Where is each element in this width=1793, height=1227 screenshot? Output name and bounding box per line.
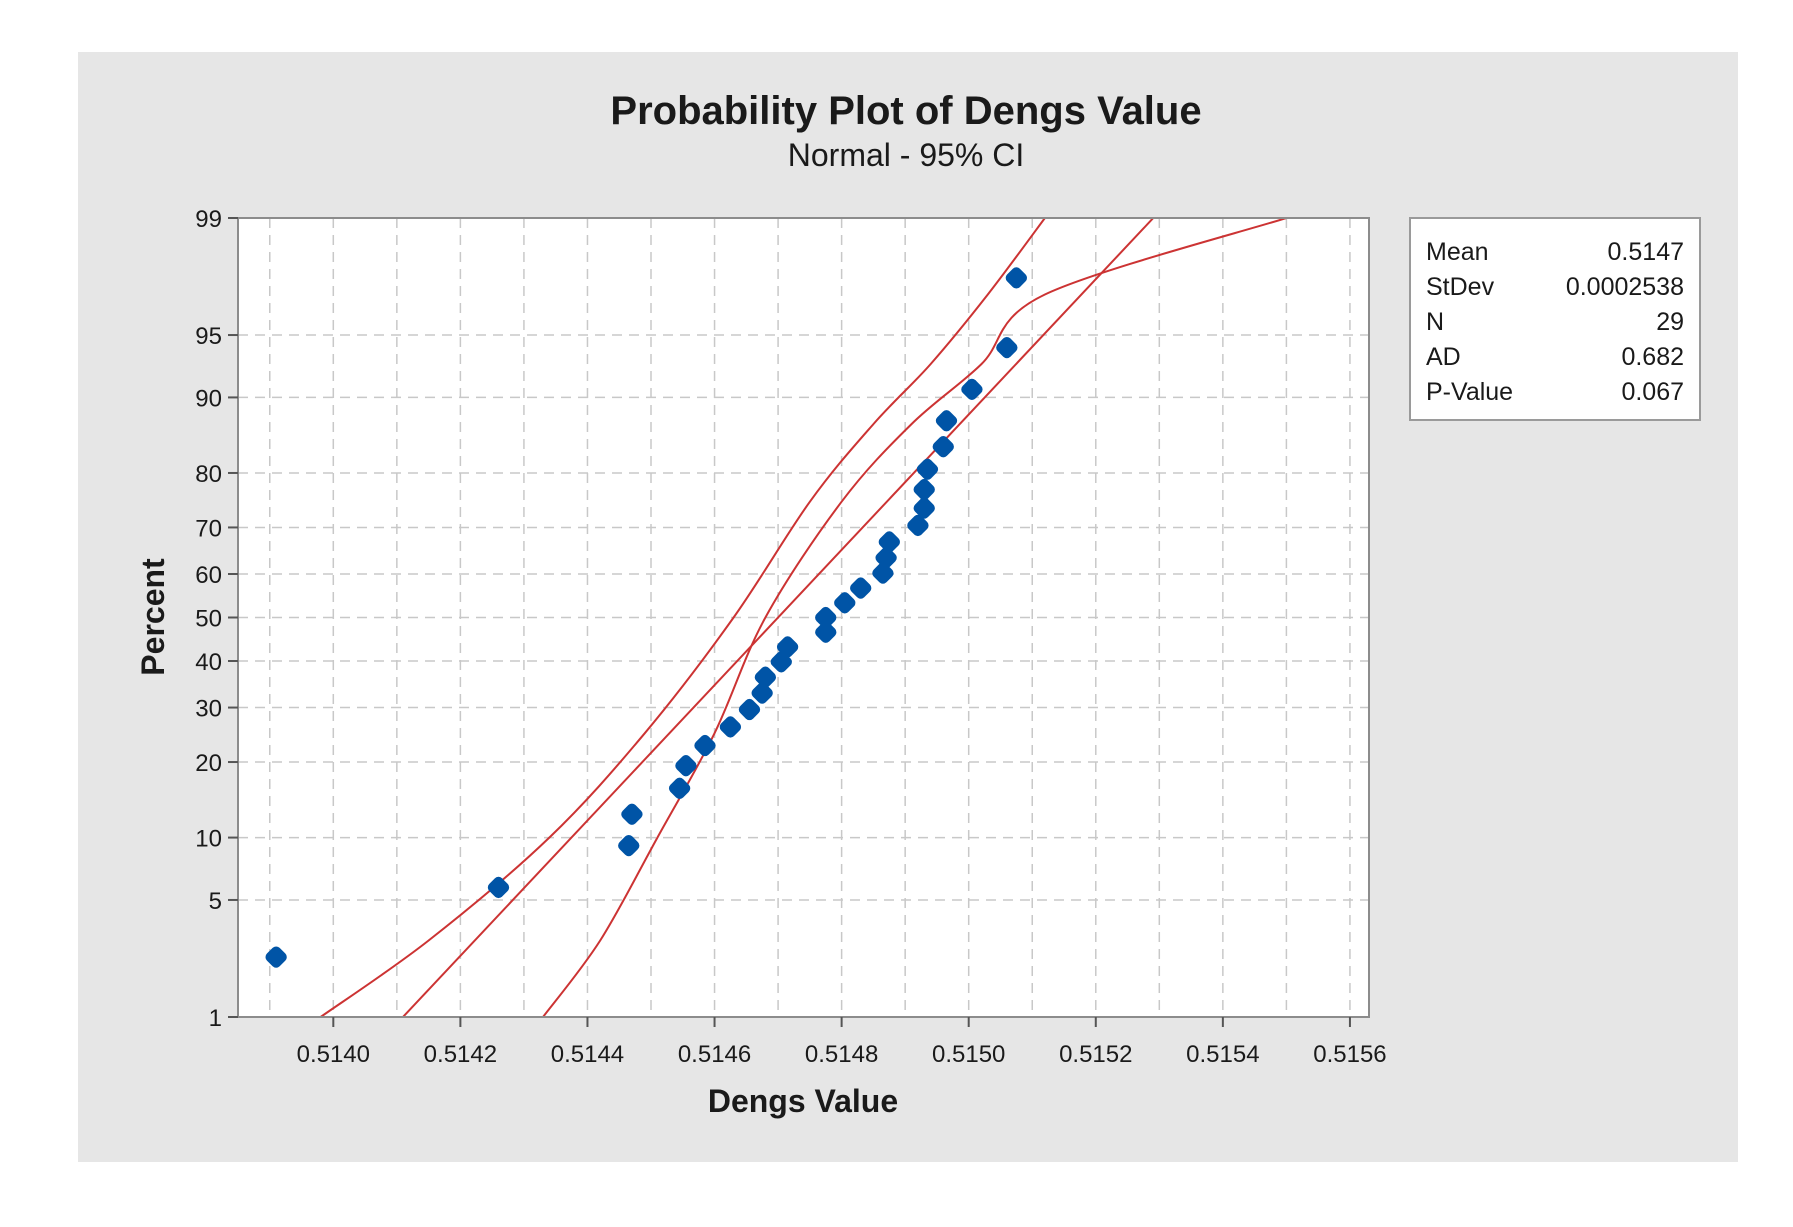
data-point	[815, 606, 837, 629]
data-point	[751, 682, 773, 704]
stat-value: 0.682	[1621, 343, 1684, 371]
data-point	[1005, 267, 1028, 289]
y-axis-label: Percent	[135, 558, 171, 676]
stat-value: 0.0002538	[1566, 273, 1684, 301]
y-tick-label: 1	[209, 1005, 222, 1032]
y-tick-label: 10	[195, 826, 222, 853]
data-point	[675, 755, 697, 777]
data-point	[719, 716, 742, 738]
stat-value: 0.067	[1621, 378, 1684, 406]
x-tick-label: 0.5154	[1186, 1041, 1259, 1068]
fit-line	[401, 218, 1155, 1017]
data-point	[913, 497, 935, 519]
stat-label: P-Value	[1426, 378, 1513, 406]
data-point	[776, 636, 799, 658]
ci-lower-band	[542, 218, 1287, 1017]
data-point	[907, 514, 929, 537]
stats-legend-box	[1409, 217, 1701, 421]
grid	[238, 218, 1369, 1017]
fit-and-ci-lines	[320, 218, 1287, 1017]
x-tick-label: 0.5148	[805, 1041, 878, 1068]
data-point	[916, 458, 939, 480]
x-tick-label: 0.5150	[932, 1041, 1005, 1068]
x-axis-label: Dengs Value	[708, 1083, 898, 1119]
data-point	[961, 378, 983, 401]
data-point	[913, 478, 935, 501]
data-point	[875, 547, 897, 569]
y-tick-label: 50	[195, 606, 222, 633]
data-point	[668, 777, 691, 799]
y-tick-label: 80	[195, 461, 222, 488]
data-points	[265, 267, 1028, 968]
data-point	[935, 410, 958, 432]
data-point	[834, 592, 856, 614]
y-tick-label: 95	[195, 323, 222, 350]
stat-label: StDev	[1426, 273, 1495, 301]
stat-value: 0.5147	[1608, 238, 1684, 266]
data-point	[754, 666, 777, 688]
ci-upper-band	[320, 218, 1046, 1017]
chart-title: Probability Plot of Dengs Value	[610, 89, 1201, 133]
data-point	[621, 803, 643, 825]
data-point	[932, 436, 954, 458]
stat-label: N	[1426, 308, 1444, 336]
stats-legend: Mean 0.5147 StDev 0.0002538 N 29 AD 0.68…	[1409, 217, 1701, 421]
y-tick-label: 30	[195, 696, 222, 723]
y-tick-label: 99	[195, 206, 222, 233]
data-point	[694, 734, 716, 757]
chart-subtitle: Normal - 95% CI	[788, 137, 1025, 173]
y-tick-label: 5	[209, 888, 222, 915]
y-tick-label: 20	[195, 750, 222, 777]
data-point	[850, 577, 872, 599]
stat-value: 29	[1656, 308, 1684, 336]
x-tick-label: 0.5156	[1313, 1041, 1386, 1068]
data-point	[738, 698, 761, 721]
data-point	[618, 834, 640, 857]
x-tick-label: 0.5140	[297, 1041, 370, 1068]
data-point	[265, 946, 287, 968]
axis-ticks: 0.5140 0.5142 0.5144 0.5146 0.5148 0.5150 0.51…	[195, 206, 1386, 1068]
y-tick-label: 60	[195, 562, 222, 589]
y-tick-label: 90	[195, 385, 222, 412]
y-tick-label: 70	[195, 515, 222, 542]
x-tick-label: 0.5146	[678, 1041, 751, 1068]
x-tick-label: 0.5142	[424, 1041, 497, 1068]
data-point	[815, 621, 837, 643]
x-tick-label: 0.5144	[551, 1041, 624, 1068]
y-tick-label: 40	[195, 649, 222, 676]
data-point	[487, 876, 510, 899]
x-tick-label: 0.5152	[1059, 1041, 1132, 1068]
data-point	[996, 336, 1018, 359]
stat-label: Mean	[1426, 238, 1489, 266]
data-point	[878, 531, 900, 553]
stat-label: AD	[1426, 343, 1461, 371]
